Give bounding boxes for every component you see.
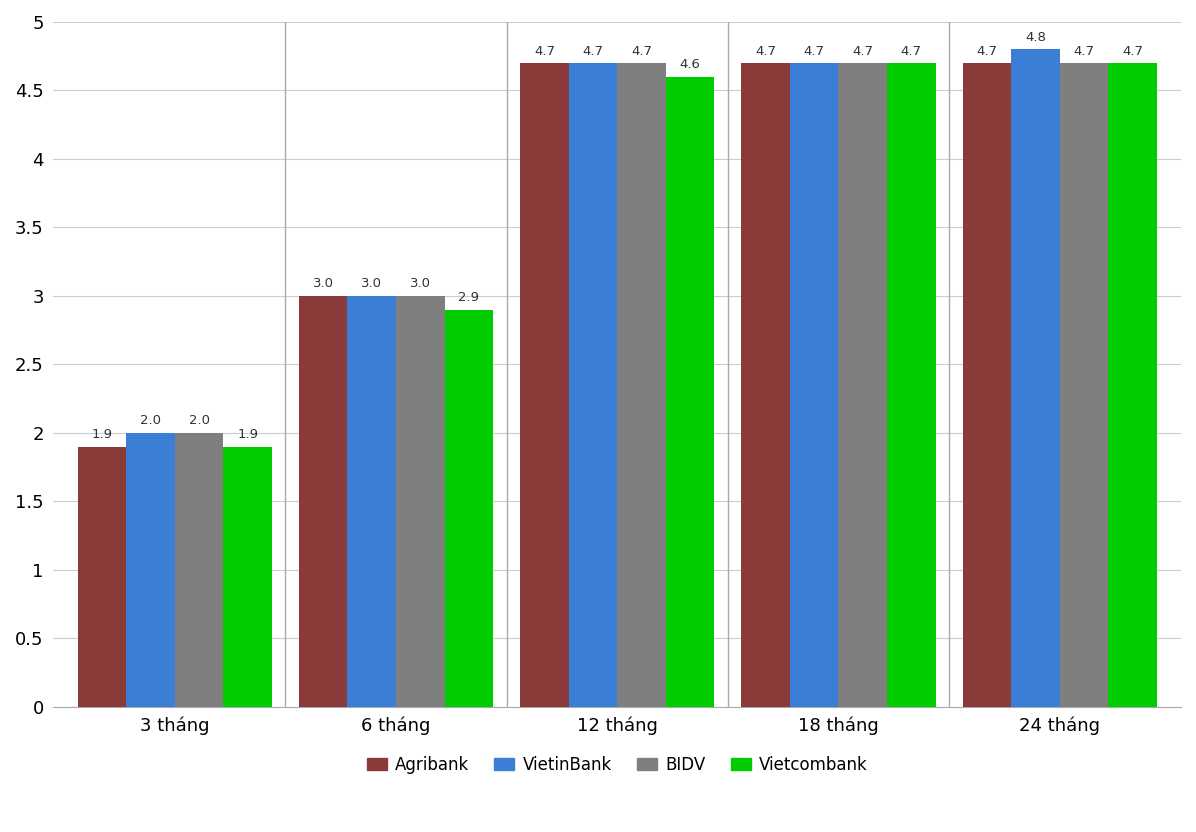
Text: 3.0: 3.0 (410, 277, 431, 290)
Bar (127, 433, 175, 707)
Text: 4.7: 4.7 (631, 45, 652, 57)
Bar (617, 63, 666, 707)
Text: 4.7: 4.7 (1073, 45, 1094, 57)
Text: 4.7: 4.7 (755, 45, 776, 57)
Text: 3.0: 3.0 (312, 277, 334, 290)
Bar (445, 310, 493, 707)
Text: 4.7: 4.7 (582, 45, 604, 57)
Bar (568, 63, 617, 707)
Text: 4.7: 4.7 (976, 45, 997, 57)
Bar (1060, 63, 1109, 707)
Text: 1.9: 1.9 (92, 428, 112, 441)
Bar (887, 63, 935, 707)
Text: 4.7: 4.7 (804, 45, 825, 57)
Text: 4.6: 4.6 (679, 58, 701, 72)
Bar (666, 77, 714, 707)
Text: 4.7: 4.7 (1122, 45, 1143, 57)
Bar (838, 63, 887, 707)
Bar (1011, 49, 1060, 707)
Text: 2.9: 2.9 (458, 291, 480, 305)
Bar (963, 63, 1011, 707)
Bar (78, 447, 127, 707)
Bar (742, 63, 789, 707)
Bar (789, 63, 838, 707)
Bar (224, 447, 271, 707)
Bar (175, 433, 224, 707)
Bar (396, 296, 445, 707)
Bar (348, 296, 396, 707)
Bar (299, 296, 348, 707)
Text: 2.0: 2.0 (140, 414, 161, 428)
Text: 2.0: 2.0 (189, 414, 209, 428)
Bar (520, 63, 568, 707)
Text: 1.9: 1.9 (237, 428, 258, 441)
Text: 4.7: 4.7 (533, 45, 555, 57)
Legend: Agribank, VietinBank, BIDV, Vietcombank: Agribank, VietinBank, BIDV, Vietcombank (360, 750, 874, 780)
Text: 4.7: 4.7 (853, 45, 873, 57)
Text: 3.0: 3.0 (361, 277, 383, 290)
Bar (1109, 63, 1157, 707)
Text: 4.7: 4.7 (901, 45, 922, 57)
Text: 4.8: 4.8 (1025, 31, 1045, 44)
